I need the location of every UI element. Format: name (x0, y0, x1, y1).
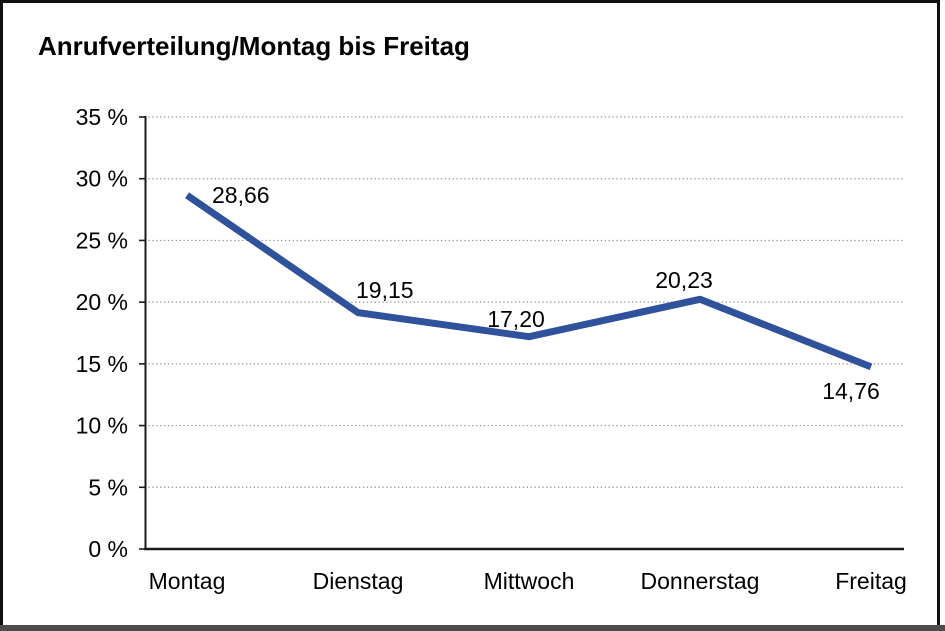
data-point-label: 20,23 (655, 267, 713, 293)
x-axis-label: Mittwoch (484, 568, 575, 594)
y-axis-label: 5 % (88, 474, 128, 500)
y-axis-ticks (139, 116, 146, 550)
y-axis-label: 10 % (76, 413, 128, 439)
gridlines (144, 116, 904, 488)
x-axis-label: Freitag (835, 568, 907, 594)
y-axis-label: 20 % (76, 289, 128, 315)
data-point-label: 14,76 (822, 378, 880, 404)
y-axis-label: 0 % (88, 536, 128, 562)
y-axis-label: 35 % (76, 104, 128, 130)
data-point-label: 17,20 (487, 306, 545, 332)
series-line (185, 192, 873, 371)
x-axis-label: Donnerstag (641, 568, 760, 594)
y-axis-label: 30 % (76, 166, 128, 192)
chart-title: Anrufverteilung/Montag bis Freitag (38, 31, 470, 61)
x-axis-labels: Montag Dienstag Mittwoch Donnerstag Freitag (149, 568, 907, 594)
data-labels: 28,66 19,15 17,20 20,23 14,76 (212, 182, 880, 404)
bottom-edge-bar (0, 625, 945, 631)
x-axis-label: Dienstag (313, 568, 404, 594)
data-series (185, 192, 873, 371)
x-axis-label: Montag (149, 568, 226, 594)
y-axis-label: 15 % (76, 351, 128, 377)
data-point-label: 28,66 (212, 182, 270, 208)
y-axis-labels: 0 % 5 % 10 % 15 % 20 % 25 % 30 % 35 % (76, 104, 128, 562)
data-point-label: 19,15 (356, 277, 414, 303)
y-axis-label: 25 % (76, 227, 128, 253)
